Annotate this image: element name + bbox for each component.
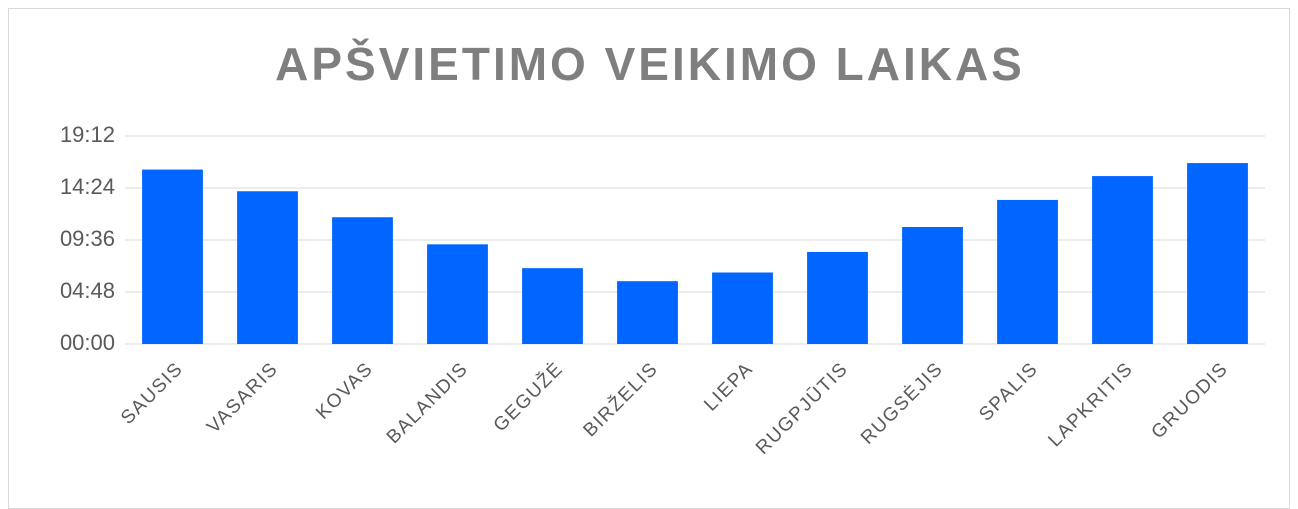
bar — [1187, 163, 1248, 344]
bar — [617, 281, 678, 344]
bar — [522, 268, 583, 344]
bar — [902, 227, 963, 344]
bar — [237, 191, 298, 344]
bar — [997, 199, 1058, 344]
bar — [807, 251, 868, 344]
bar — [332, 217, 393, 344]
y-tick-label: 04:48 — [60, 278, 115, 303]
y-tick-label: 00:00 — [60, 330, 115, 355]
bar — [1092, 176, 1153, 344]
y-tick-label: 09:36 — [60, 226, 115, 251]
bar — [427, 244, 488, 344]
y-tick-label: 19:12 — [60, 122, 115, 147]
bar — [142, 169, 203, 344]
bar — [712, 272, 773, 344]
chart-border — [8, 8, 1290, 509]
chart-title: APŠVIETIMO VEIKIMO LAIKAS — [275, 38, 1025, 90]
y-tick-label: 14:24 — [60, 174, 115, 199]
